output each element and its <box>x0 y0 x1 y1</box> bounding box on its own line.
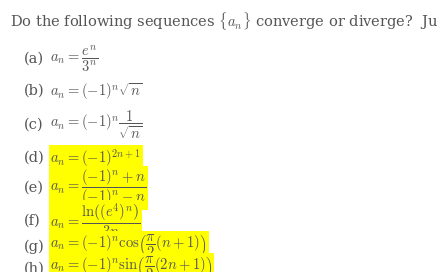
Text: (h): (h) <box>24 262 45 272</box>
Text: (d): (d) <box>24 151 45 165</box>
Text: (g): (g) <box>24 240 45 254</box>
Text: $a_n = (-1)^n\sin\!\left(\dfrac{\pi}{2}(2n+1)\right)$: $a_n = (-1)^n\sin\!\left(\dfrac{\pi}{2}(… <box>50 255 212 272</box>
Text: Do the following sequences $\{a_n\}$ converge or diverge?  Justify your answers.: Do the following sequences $\{a_n\}$ con… <box>10 10 437 32</box>
Text: $a_n = \dfrac{\ln\!\left((e^4)^n\right)}{3n}$: $a_n = \dfrac{\ln\!\left((e^4)^n\right)}… <box>50 202 141 239</box>
Text: $a_n = \dfrac{e^n}{3^n}$: $a_n = \dfrac{e^n}{3^n}$ <box>50 43 98 74</box>
Text: (f): (f) <box>24 213 41 227</box>
Text: (a): (a) <box>24 51 44 66</box>
Text: (e): (e) <box>24 181 44 195</box>
Text: $a_n = (-1)^n\dfrac{1}{\sqrt{n}}$: $a_n = (-1)^n\dfrac{1}{\sqrt{n}}$ <box>50 109 143 141</box>
Text: (c): (c) <box>24 118 44 132</box>
Text: $a_n = (-1)^n\cos\!\left(\dfrac{\pi}{2}(n+1)\right)$: $a_n = (-1)^n\cos\!\left(\dfrac{\pi}{2}(… <box>50 233 207 260</box>
Text: $a_n = (-1)^{2n+1}$: $a_n = (-1)^{2n+1}$ <box>50 147 141 169</box>
Text: (b): (b) <box>24 84 45 98</box>
Text: $a_n = \dfrac{(-1)^n + n}{(-1)^n - n}$: $a_n = \dfrac{(-1)^n + n}{(-1)^n - n}$ <box>50 167 146 208</box>
Text: $a_n = (-1)^n\sqrt{n}$: $a_n = (-1)^n\sqrt{n}$ <box>50 81 143 101</box>
